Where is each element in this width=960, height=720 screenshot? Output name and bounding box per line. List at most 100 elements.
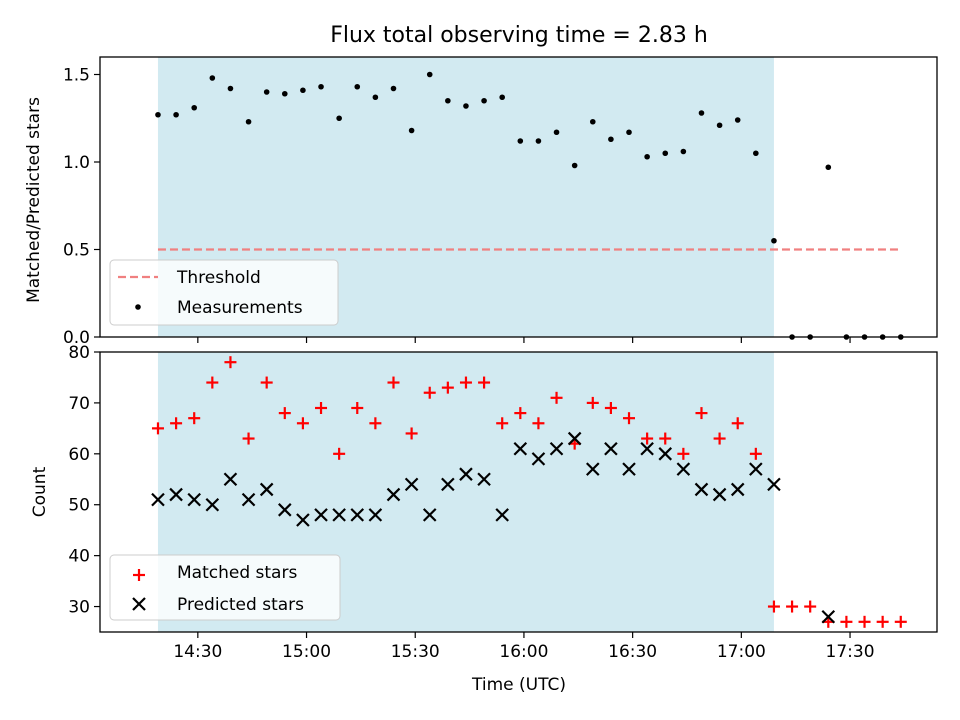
predicted-star-point — [296, 513, 310, 527]
predicted-star-point — [676, 462, 691, 476]
predicted-star-point — [350, 508, 365, 522]
matched-star-point — [641, 432, 654, 445]
legend-predicted-label: Predicted stars — [177, 595, 304, 615]
matched-star-point — [188, 412, 201, 425]
y-tick-label: 0.0 — [63, 328, 90, 348]
y-tick-label: 50 — [68, 496, 90, 516]
matched-star-point — [459, 376, 472, 389]
measurement-point — [608, 136, 614, 143]
matched-star-point — [894, 615, 907, 628]
measurement-point — [155, 111, 161, 118]
legend-matched-label: Matched stars — [177, 563, 297, 583]
measurement-point — [517, 138, 524, 144]
matched-star-point — [840, 615, 853, 628]
measurement-point — [771, 237, 777, 244]
matched-star-point — [405, 427, 418, 440]
matched-star-point — [478, 376, 491, 389]
predicted-star-point — [314, 508, 328, 522]
count-panel: 30 40 50 60 70 80 14:30 15:00 15:30 16:00 16:30 17:… — [30, 343, 938, 695]
measurement-point — [753, 150, 759, 157]
matched-star-point — [315, 402, 328, 414]
count-y-axis-label: Count — [30, 466, 50, 517]
matched-star-point — [224, 356, 237, 369]
ratio-legend: Threshold Measurements — [109, 259, 339, 326]
y-tick-label: 30 — [68, 598, 90, 618]
measurement-point — [662, 150, 669, 157]
matched-star-point — [369, 417, 382, 430]
ratio-panel: 0.0 0.5 1.0 1.5 Matched/Predicted stars Thr… — [24, 56, 938, 348]
y-tick-label: 60 — [68, 445, 90, 465]
x-tick-label: 17:30 — [826, 642, 875, 662]
predicted-star-point — [477, 472, 491, 487]
matched-star-point — [767, 600, 780, 613]
y-tick-label: 40 — [68, 547, 90, 567]
matched-star-point — [659, 432, 672, 445]
y-tick-label: 1.5 — [63, 66, 90, 86]
measurement-point — [300, 87, 306, 94]
predicted-star-point — [259, 482, 274, 497]
predicted-star-point — [730, 482, 745, 497]
matched-star-point — [731, 417, 744, 430]
predicted-star-point — [459, 467, 473, 481]
count-marks — [151, 356, 907, 628]
x-tick-label: 15:30 — [391, 642, 440, 662]
predicted-star-point — [223, 472, 238, 487]
predicted-star-point — [640, 441, 654, 456]
legend-predicted-swatch — [132, 597, 146, 611]
matched-star-point — [858, 615, 871, 628]
y-tick-label: 70 — [68, 394, 90, 414]
predicted-star-point — [513, 441, 528, 456]
measurement-point — [336, 115, 342, 122]
predicted-star-point — [712, 487, 727, 502]
matched-star-point — [550, 391, 563, 404]
x-tick-label: 15:00 — [282, 642, 331, 662]
matched-star-point — [296, 417, 309, 430]
measurement-point — [481, 97, 487, 104]
y-tick-label: 80 — [68, 343, 90, 363]
predicted-star-point — [386, 487, 401, 502]
predicted-star-point — [767, 477, 781, 492]
predicted-star-point — [205, 497, 220, 512]
measurement-point — [263, 89, 270, 95]
matched-star-point — [423, 386, 436, 399]
measurement-point — [372, 94, 379, 101]
matched-star-point — [604, 402, 617, 414]
measurement-point — [499, 94, 505, 101]
predicted-star-point — [821, 609, 836, 624]
matched-star-point — [623, 412, 636, 425]
predicted-star-point — [567, 431, 582, 446]
measurement-point — [698, 110, 705, 116]
matched-star-point — [351, 402, 364, 414]
count-panel-frame — [99, 351, 938, 633]
matched-star-point — [260, 376, 273, 389]
predicted-star-point — [404, 477, 419, 492]
measurement-point — [445, 97, 451, 104]
matched-star-point — [496, 417, 509, 430]
matched-star-point — [333, 447, 346, 460]
matched-star-point — [278, 407, 291, 420]
y-tick-label: 1.0 — [63, 153, 90, 173]
predicted-star-point — [278, 503, 292, 517]
predicted-star-point — [332, 508, 346, 522]
predicted-star-point — [749, 462, 763, 476]
x-tick-label: 14:30 — [173, 642, 222, 662]
predicted-star-point — [422, 508, 437, 522]
measurement-point — [535, 138, 542, 144]
measurement-point — [825, 164, 832, 171]
matched-star-point — [441, 381, 454, 394]
measurement-point — [680, 148, 687, 155]
legend-measurements-swatch — [135, 304, 141, 310]
matched-star-point — [242, 432, 255, 445]
matched-star-point — [804, 600, 817, 613]
measurement-point — [354, 83, 361, 90]
measurement-point — [571, 162, 578, 169]
matched-star-point — [387, 376, 400, 389]
matched-star-point — [876, 615, 889, 628]
ratio-y-axis-label: Matched/Predicted stars — [24, 97, 44, 303]
x-tick-label: 17:00 — [717, 642, 766, 662]
predicted-star-point — [604, 441, 618, 456]
measurement-point — [553, 129, 560, 136]
measurement-point — [390, 85, 397, 92]
x-tick-label: 16:30 — [608, 642, 657, 662]
